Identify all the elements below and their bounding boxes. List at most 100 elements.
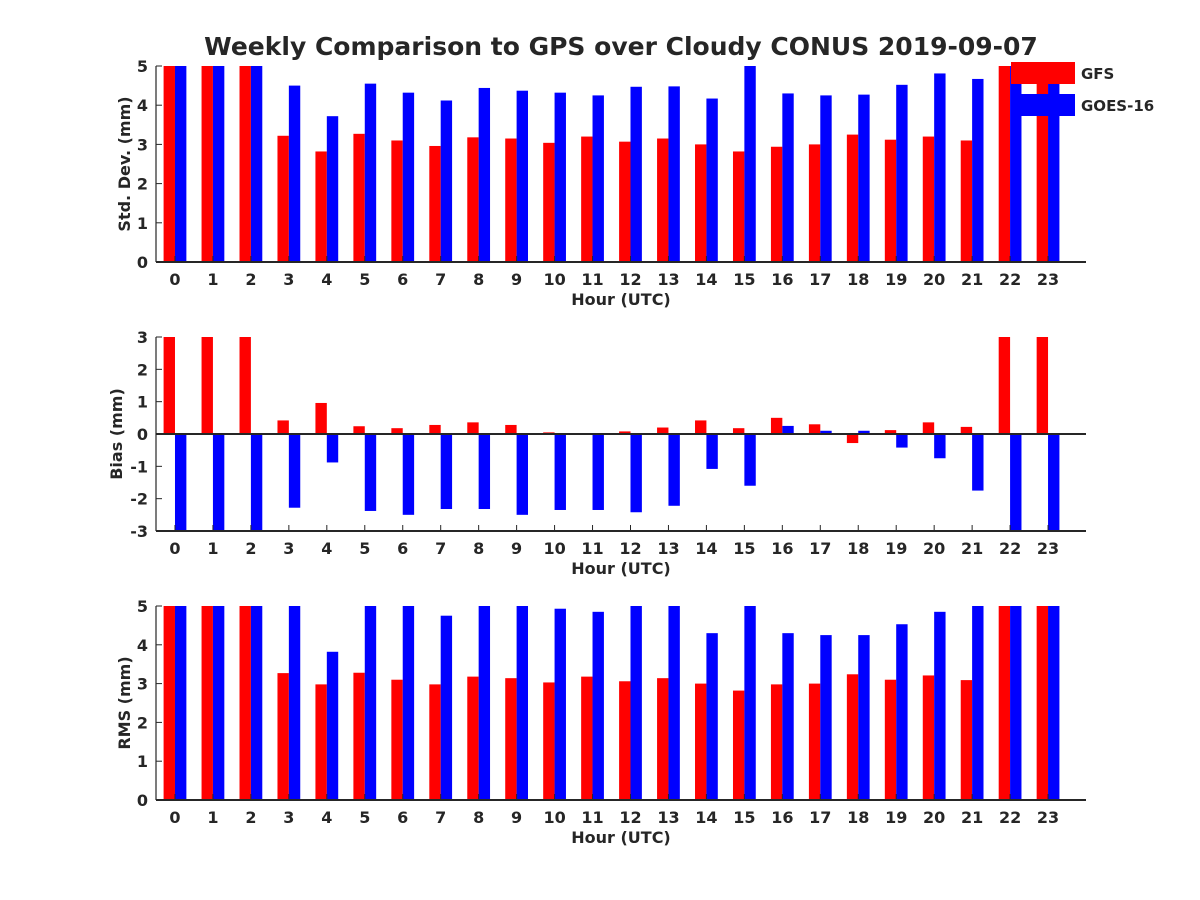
bar-gfs-hour-5 [353, 426, 365, 434]
bar-gfs-hour-1 [201, 66, 213, 262]
bar-goes-16-hour-2 [250, 434, 263, 531]
x-tick-label: 1 [207, 270, 218, 289]
legend: GFS GOES-16 [1011, 62, 1154, 116]
bar-gfs-hour-7 [429, 684, 441, 800]
bar-goes-16-hour-20 [934, 611, 946, 800]
bar-goes-16-hour-5 [364, 606, 377, 800]
bar-gfs-hour-11 [581, 136, 593, 262]
bar-gfs-hour-15 [732, 151, 745, 262]
bar-goes-16-hour-16 [782, 633, 794, 800]
bar-gfs-hour-13 [657, 427, 669, 434]
bar-goes-16-hour-20 [934, 434, 946, 459]
x-axis-label: Hour (UTC) [571, 559, 671, 578]
x-tick-label: 1 [207, 808, 218, 827]
x-tick-label: 23 [1037, 539, 1059, 558]
bar-goes-16-hour-23 [1048, 434, 1060, 531]
x-tick-label: 13 [657, 539, 679, 558]
x-tick-label: 5 [359, 539, 370, 558]
bar-goes-16-hour-8 [478, 434, 491, 510]
x-tick-label: 20 [923, 808, 945, 827]
bar-gfs-hour-12 [619, 431, 631, 434]
bar-gfs-hour-1 [201, 606, 213, 800]
bar-goes-16-hour-13 [668, 434, 680, 506]
bar-gfs-hour-20 [922, 136, 935, 262]
bar-gfs-hour-8 [467, 676, 479, 800]
bar-goes-16-hour-15 [744, 434, 756, 486]
x-tick-label: 5 [359, 270, 370, 289]
figure-title: Weekly Comparison to GPS over Cloudy CON… [204, 32, 1038, 61]
bars [163, 337, 1060, 531]
bar-goes-16-hour-10 [554, 434, 566, 510]
x-tick-label: 5 [359, 808, 370, 827]
x-tick-label: 6 [397, 539, 408, 558]
bar-goes-16-hour-11 [592, 95, 604, 263]
bar-goes-16-hour-19 [896, 434, 908, 448]
bar-goes-16-hour-4 [326, 116, 339, 263]
bar-goes-16-hour-12 [630, 86, 642, 262]
y-tick-label: -1 [130, 457, 148, 476]
x-tick-label: 18 [847, 539, 869, 558]
bar-gfs-hour-12 [619, 681, 631, 800]
x-tick-label: 22 [999, 270, 1021, 289]
y-tick-label: 1 [137, 214, 148, 233]
bar-goes-16-hour-11 [592, 611, 604, 800]
bar-goes-16-hour-0 [174, 66, 187, 262]
bar-goes-16-hour-14 [706, 98, 718, 262]
bar-gfs-hour-22 [998, 66, 1011, 262]
bar-gfs-hour-17 [808, 683, 821, 800]
bar-gfs-hour-9 [505, 138, 517, 262]
x-tick-label: 0 [169, 539, 180, 558]
bar-goes-16-hour-16 [782, 93, 794, 262]
y-tick-label: 1 [137, 393, 148, 412]
bar-goes-16-hour-16 [782, 425, 794, 434]
x-tick-label: 17 [809, 539, 831, 558]
legend-swatch-goes-16 [1011, 94, 1075, 116]
x-tick-label: 14 [695, 270, 717, 289]
x-tick-label: 3 [283, 539, 294, 558]
x-tick-label: 13 [657, 808, 679, 827]
bar-gfs-hour-4 [315, 684, 327, 800]
x-tick-label: 19 [885, 270, 907, 289]
y-tick-label: 0 [137, 425, 148, 444]
bar-goes-16-hour-15 [744, 606, 756, 800]
bar-gfs-hour-16 [770, 146, 783, 262]
bar-gfs-hour-5 [353, 672, 365, 800]
legend-swatch-gfs [1011, 62, 1075, 84]
x-tick-label: 3 [283, 270, 294, 289]
bar-gfs-hour-9 [505, 678, 517, 800]
y-tick-label: 5 [137, 597, 148, 616]
bar-gfs-hour-3 [277, 135, 289, 262]
bar-gfs-hour-6 [391, 428, 403, 434]
x-tick-label: 11 [581, 270, 603, 289]
bar-gfs-hour-6 [391, 140, 403, 262]
bar-gfs-hour-14 [695, 144, 707, 262]
x-tick-label: 11 [581, 539, 603, 558]
bar-goes-16-hour-21 [972, 78, 984, 262]
bar-goes-16-hour-17 [820, 430, 832, 434]
bar-goes-16-hour-4 [326, 434, 339, 463]
x-tick-label: 18 [847, 808, 869, 827]
x-tick-label: 23 [1037, 808, 1059, 827]
bar-goes-16-hour-9 [516, 606, 528, 800]
x-tick-label: 10 [543, 270, 565, 289]
bar-goes-16-hour-13 [668, 606, 680, 800]
x-tick-label: 3 [283, 808, 294, 827]
x-tick-label: 23 [1037, 270, 1059, 289]
y-tick-label: 2 [137, 713, 148, 732]
bar-gfs-hour-19 [884, 679, 897, 800]
bar-gfs-hour-23 [1036, 66, 1049, 262]
bar-gfs-hour-4 [315, 151, 327, 262]
bar-gfs-hour-1 [201, 337, 213, 434]
x-tick-label: 4 [321, 539, 332, 558]
x-tick-label: 6 [397, 270, 408, 289]
legend-label: GOES-16 [1081, 97, 1154, 115]
bar-gfs-hour-9 [505, 424, 517, 434]
x-axis-label: Hour (UTC) [571, 828, 671, 847]
bar-goes-16-hour-6 [402, 606, 415, 800]
bar-gfs-hour-16 [770, 684, 783, 800]
x-tick-label: 20 [923, 270, 945, 289]
y-tick-label: 0 [137, 253, 148, 272]
bar-goes-16-hour-13 [668, 86, 680, 262]
bar-goes-16-hour-1 [212, 606, 225, 800]
